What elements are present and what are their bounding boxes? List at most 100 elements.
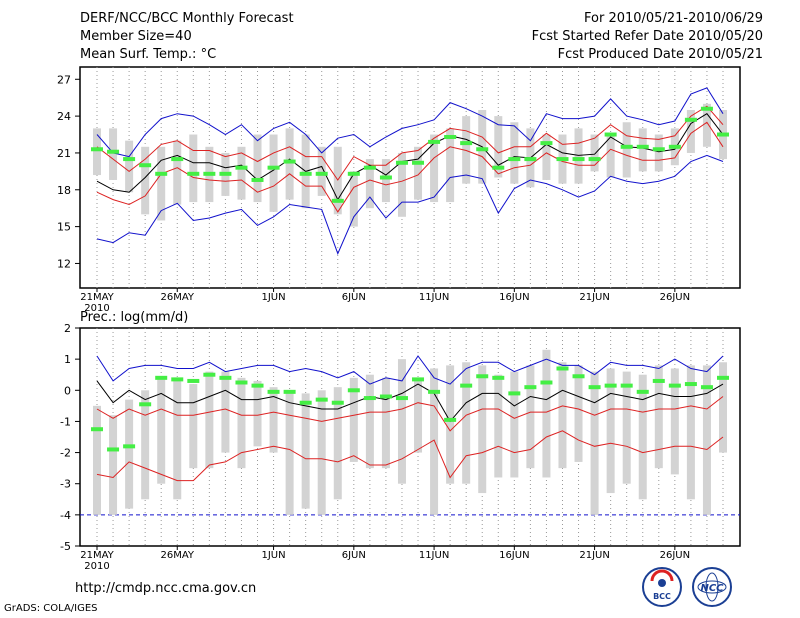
spread-bar [686,365,695,500]
spread-bar [574,365,583,462]
inner-high-line [96,396,724,432]
median-mark [428,389,441,394]
spread-bar [381,159,390,203]
median-mark [395,160,408,165]
median-mark [604,383,617,388]
median-mark [652,147,665,152]
median-mark [588,385,601,390]
median-mark [492,165,505,170]
inner-low-line [96,121,724,213]
spread-bar [173,377,182,500]
x-tick-label: 16JUN [499,292,529,303]
x-tick-label: 6JUN [342,292,366,303]
y-tick-label: 18 [57,184,71,197]
spread-bar [638,128,647,172]
prec-label: Prec.: log(mm/d) [80,310,189,325]
median-mark [331,400,344,405]
x-tick-sublabel: 2010 [84,303,109,314]
spread-bar [670,368,679,475]
spread-bar [253,134,262,203]
spread-bar [606,368,615,494]
x-tick-label: 16JUN [499,550,529,561]
y-tick-label: -1 [60,415,71,428]
bcc-logo: BCC [642,567,682,607]
spread-bar [606,134,615,178]
median-mark [331,198,344,203]
spread-bar [109,128,118,180]
median-mark [524,157,537,162]
y-tick-label: 27 [57,73,71,86]
y-tick-label: 1 [64,353,71,366]
spread-bar [430,134,439,203]
spread-bar [317,146,326,196]
y-tick-label: 12 [57,257,71,270]
median-mark [700,106,713,111]
median-mark [251,383,264,388]
median-mark [428,139,441,144]
produced-date: Fcst Produced Date 2010/05/21 [557,47,763,62]
median-mark [315,397,328,402]
median-mark [652,378,665,383]
bcc-logo-text: BCC [653,592,671,601]
median-mark [299,171,312,176]
plot-frame [79,66,741,289]
spread-bar [157,146,166,221]
median-mark [235,380,248,385]
median-mark [283,389,296,394]
y-tick-label: 21 [57,147,71,160]
median-mark [363,165,376,170]
median-mark [588,157,601,162]
median-mark [684,117,697,122]
spread-bar [574,128,583,184]
median-mark [139,163,152,168]
source-url[interactable]: http://cmdp.ncc.cma.gov.cn [75,581,257,596]
median-mark [251,177,264,182]
agency-logos: BCC NCC [642,567,732,607]
spread-bar [510,122,519,184]
y-tick-label: -5 [60,540,71,553]
x-tick-sublabel: 2010 [84,561,109,572]
spread-bar [478,365,487,494]
spread-bar [125,399,134,509]
median-mark [717,132,729,137]
median-mark [203,171,216,176]
spread-bar [558,362,567,469]
spread-bar [622,122,631,178]
spread-bar [189,384,198,469]
median-mark [155,171,168,176]
forecast-period: For 2010/05/21-2010/06/29 [584,11,763,26]
mean-line [96,113,724,201]
median-mark [684,382,697,387]
mean-line [96,380,724,423]
spread-bar [654,134,663,172]
x-tick-label: 21MAY [80,292,114,303]
x-tick-label: 1JUN [262,292,286,303]
median-mark [524,385,537,390]
spread-bar [397,152,406,217]
outer-high-line [96,355,724,385]
spread-bar [446,365,455,484]
refer-date: Fcst Started Refer Date 2010/05/20 [531,29,763,44]
spread-bar [654,365,663,469]
median-mark [700,385,713,390]
median-mark [187,378,200,383]
member-size: Member Size=40 [80,29,192,44]
median-mark [91,427,103,432]
x-tick-label: 11JUN [419,550,449,561]
median-mark [444,134,457,139]
spread-bar [430,368,439,515]
spread-bar [93,128,101,176]
median-mark [267,389,280,394]
median-mark [379,175,392,180]
median-mark [572,157,585,162]
median-mark [412,377,425,382]
spread-bar [590,134,599,172]
spread-bar [237,146,246,200]
median-mark [315,171,328,176]
inner-high-line [96,105,724,181]
spread-bar [365,159,374,209]
y-tick-label: 15 [57,221,71,234]
median-mark [620,383,633,388]
spread-bar [414,380,423,453]
